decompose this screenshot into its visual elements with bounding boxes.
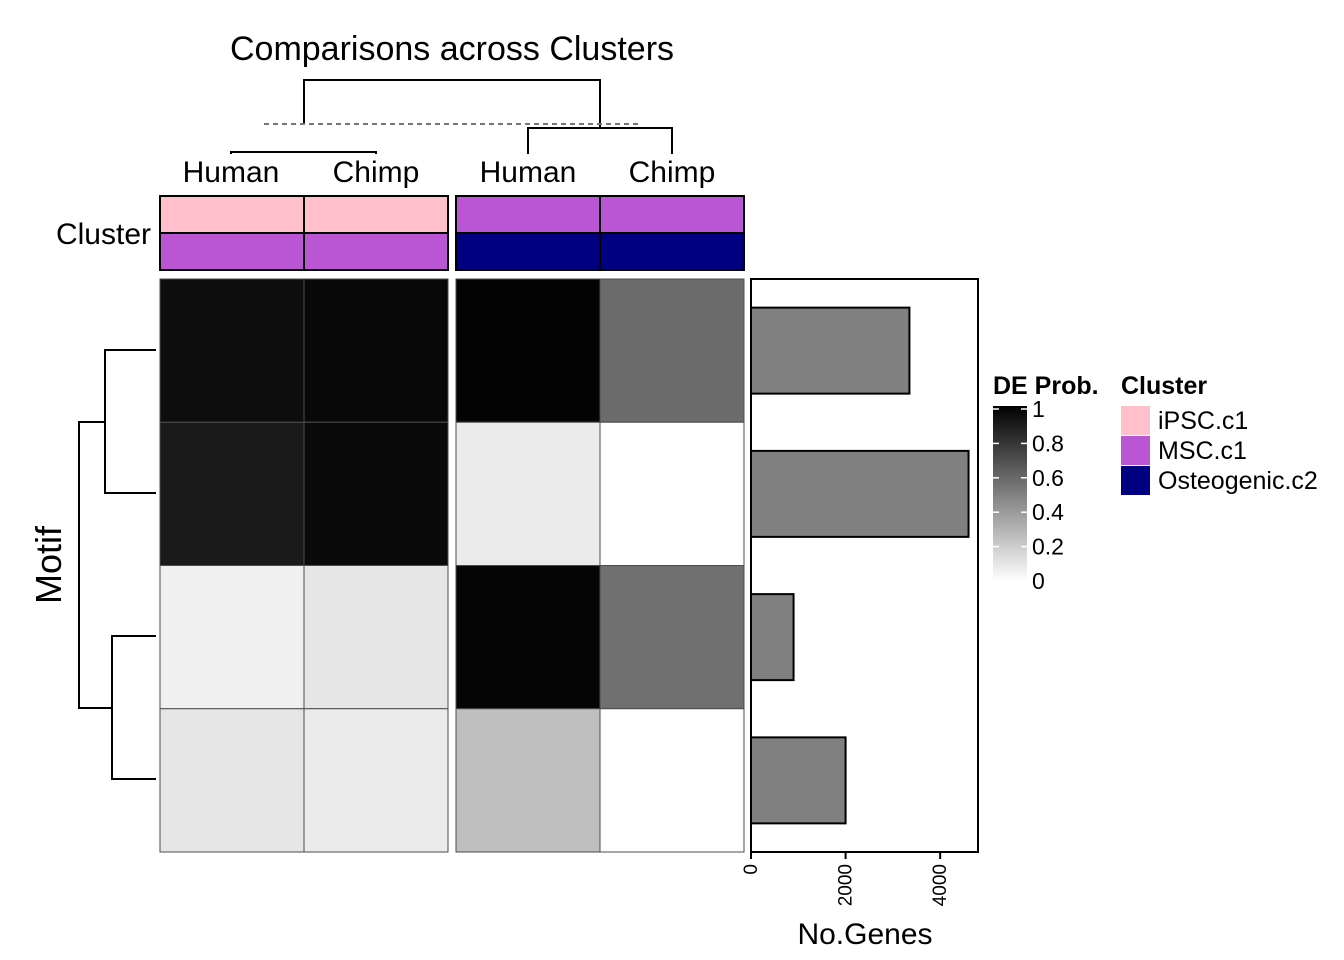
column-label: Chimp <box>333 156 420 189</box>
row-axis-label: Motif <box>28 525 69 604</box>
column-labels: Human Chimp Human Chimp <box>183 156 716 189</box>
bar-axis-tick-label: 2000 <box>836 864 857 906</box>
color-legend-tick-label: 0.8 <box>1032 430 1064 456</box>
color-legend-ticks: 1 0.8 0.6 0.4 0.2 0 <box>993 396 1064 594</box>
bar <box>750 449 970 538</box>
heatmap-cell <box>159 565 305 710</box>
bar-axis-tick-label: 4000 <box>930 864 951 906</box>
heatmap-cell <box>303 708 449 853</box>
bar <box>750 736 847 825</box>
column-label: Human <box>480 156 577 189</box>
cluster-legend-title: Cluster <box>1121 372 1207 400</box>
color-legend-tick-label: 0 <box>1032 568 1045 594</box>
annotation-group-border <box>455 195 745 271</box>
cluster-legend-swatch <box>1121 436 1150 465</box>
heatmap-cell <box>455 708 601 853</box>
color-legend-tick-label: 1 <box>1032 396 1045 422</box>
color-legend-tick-label: 0.6 <box>1032 465 1064 491</box>
heatmap-cell <box>303 565 449 710</box>
heatmap-cell <box>455 421 601 566</box>
annotation-cell <box>303 232 449 271</box>
annotation-cell <box>159 232 305 271</box>
heatmap-cells <box>159 278 745 853</box>
bar-axis-tick-label: 0 <box>741 864 762 875</box>
heatmap-cell <box>599 708 745 853</box>
heatmap-cell <box>455 278 601 423</box>
cluster-legend-swatch <box>1121 406 1150 435</box>
heatmap-cell <box>599 278 745 423</box>
color-legend-gradient <box>993 406 1027 581</box>
heatmap-cell <box>455 565 601 710</box>
annotation-cell <box>599 195 745 234</box>
cluster-legend-swatch <box>1121 466 1150 495</box>
annotation-group-border <box>159 195 449 271</box>
heatmap-cell <box>599 421 745 566</box>
heatmap-cell <box>303 421 449 566</box>
bar-panel-frame <box>750 278 979 853</box>
annotation-cell <box>159 195 305 234</box>
annotation-cell <box>599 232 745 271</box>
annotation-cell <box>455 232 601 271</box>
heatmap-cell <box>159 708 305 853</box>
color-legend-tick-label: 0.2 <box>1032 534 1064 560</box>
bar <box>750 306 911 395</box>
bar <box>750 593 795 682</box>
heatmap-cell <box>303 278 449 423</box>
cluster-legend-label: iPSC.c1 <box>1158 407 1248 435</box>
color-legend-title: DE Prob. <box>993 372 1099 400</box>
heatmap-cell <box>159 278 305 423</box>
cluster-annotation <box>159 195 745 271</box>
column-dendrogram <box>230 79 673 154</box>
bar-axis-ticks: 0 2000 4000 <box>741 852 951 906</box>
chart-title: Comparisons across Clusters <box>230 30 674 68</box>
annotation-cell <box>455 195 601 234</box>
row-dendrogram <box>78 349 156 780</box>
cluster-legend-label: Osteogenic.c2 <box>1158 467 1318 495</box>
heatmap-cell <box>599 565 745 710</box>
column-label: Chimp <box>629 156 716 189</box>
cluster-legend-label: MSC.c1 <box>1158 437 1247 465</box>
color-legend-tick-label: 0.4 <box>1032 499 1064 525</box>
column-label: Human <box>183 156 280 189</box>
annotation-cell <box>303 195 449 234</box>
annotation-label: Cluster <box>56 218 151 251</box>
bar-series <box>750 306 970 825</box>
heatmap-cell <box>159 421 305 566</box>
bar-axis-label: No.Genes <box>797 918 932 951</box>
